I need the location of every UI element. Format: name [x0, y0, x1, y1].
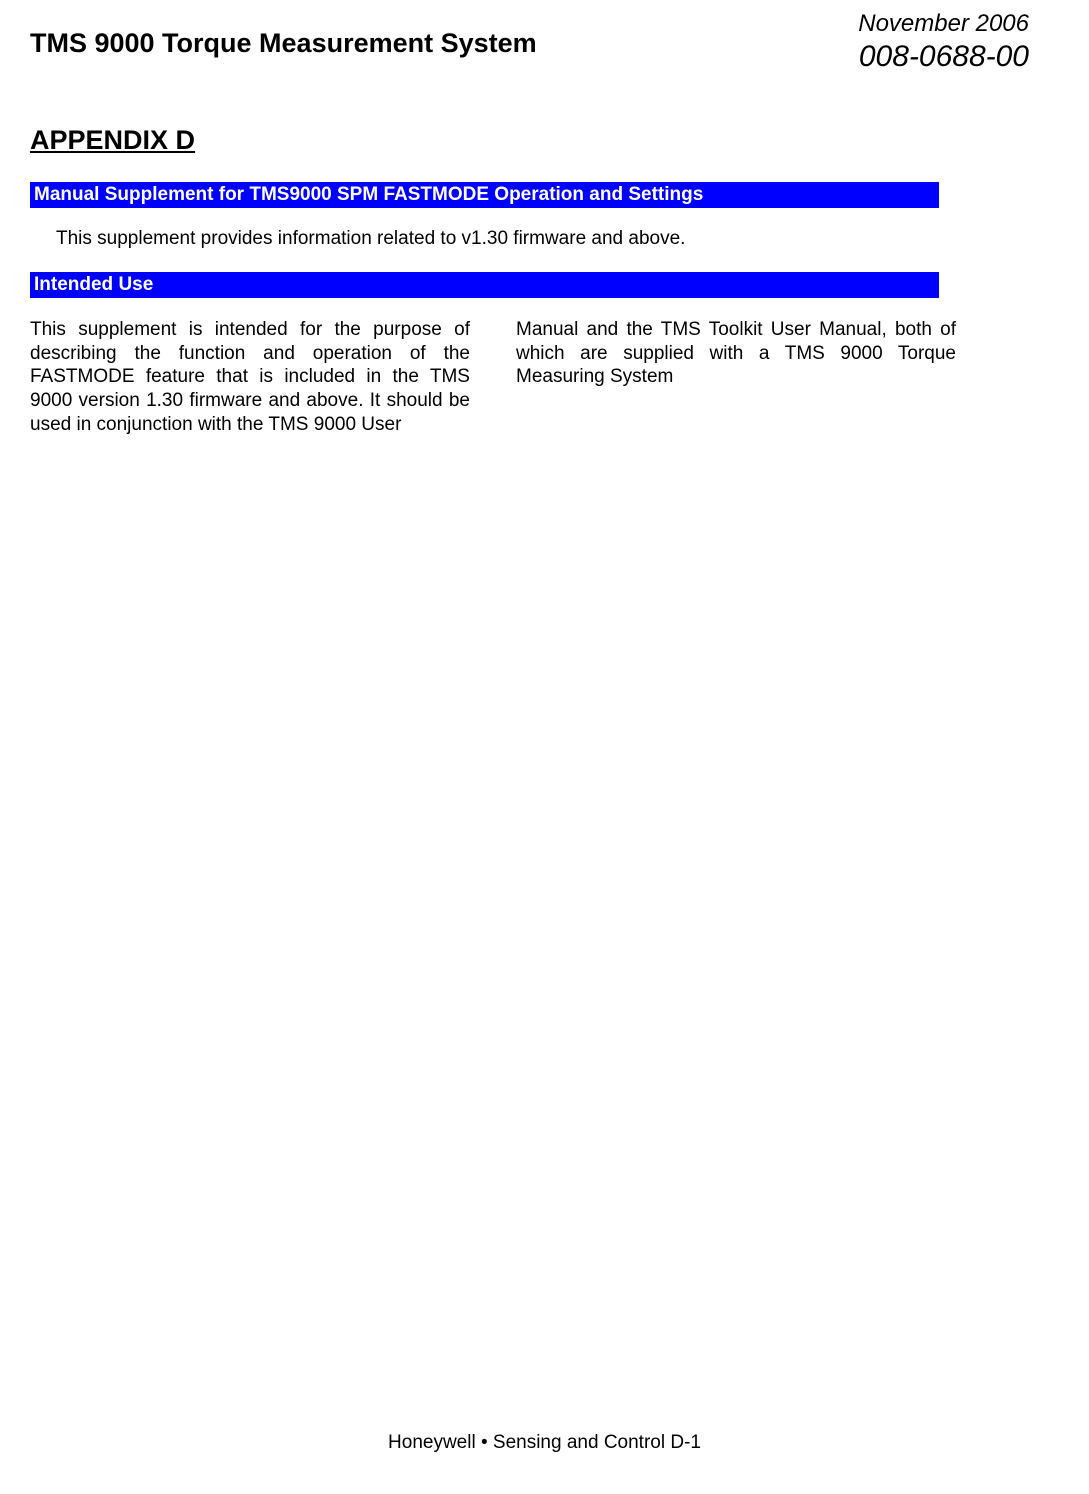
page-footer: Honeywell • Sensing and Control D-1 [0, 1432, 1089, 1454]
intro-paragraph: This supplement provides information rel… [56, 228, 1029, 250]
body-column-left: This supplement is intended for the purp… [30, 318, 470, 437]
section-bar-intended-use: Intended Use [30, 272, 939, 298]
document-page: TMS 9000 Torque Measurement System Novem… [0, 0, 1089, 1494]
document-title: TMS 9000 Torque Measurement System [30, 10, 537, 59]
appendix-heading: APPENDIX D [30, 125, 1029, 156]
header-right-block: November 2006 008-0688-00 [858, 10, 1029, 75]
header-doc-number: 008-0688-00 [858, 39, 1029, 75]
body-column-right: Manual and the TMS Toolkit User Manual, … [516, 318, 956, 437]
header-date: November 2006 [858, 10, 1029, 39]
section-bar-manual-supplement: Manual Supplement for TMS9000 SPM FASTMO… [30, 182, 939, 208]
header-row: TMS 9000 Torque Measurement System Novem… [30, 10, 1029, 75]
two-column-body: This supplement is intended for the purp… [30, 318, 1029, 437]
